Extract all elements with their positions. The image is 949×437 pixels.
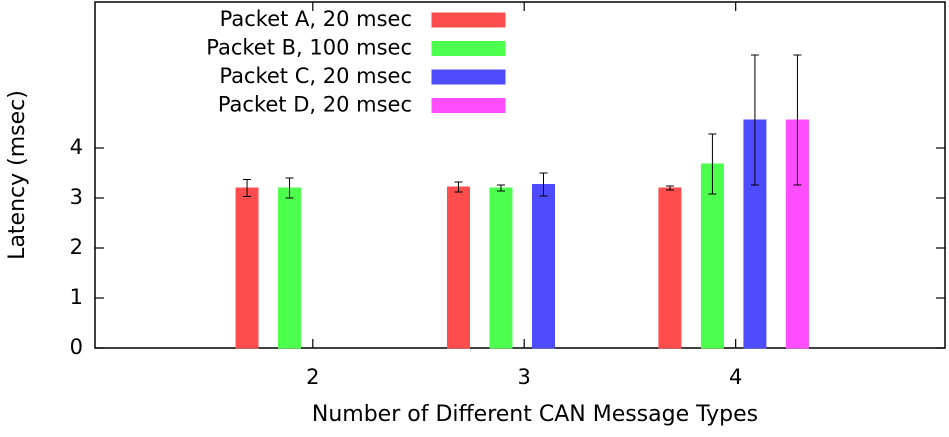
legend-swatch <box>431 12 506 28</box>
legend-label: Packet C, 20 msec <box>219 64 412 88</box>
bar <box>531 184 555 349</box>
x-tick-label: 2 <box>306 365 319 389</box>
plot-frame <box>94 1 946 349</box>
legend-label: Packet A, 20 msec <box>220 7 412 31</box>
legend-swatch <box>431 41 506 56</box>
legend-label: Packet B, 100 msec <box>206 36 412 60</box>
bar <box>235 187 259 349</box>
bar <box>489 187 513 349</box>
error-bar <box>454 181 463 193</box>
y-tick-label: 3 <box>70 185 83 209</box>
legend-swatch <box>431 69 506 85</box>
bar <box>446 186 470 349</box>
y-tick-label: 2 <box>70 235 83 259</box>
bar <box>278 187 302 349</box>
y-axis-label: Latency (msec) <box>5 90 30 260</box>
legend-swatch <box>431 98 506 113</box>
x-tick-label: 3 <box>518 365 531 389</box>
error-bar <box>665 185 674 191</box>
error-bar <box>243 179 252 197</box>
y-tick-label: 0 <box>70 335 83 359</box>
error-bar <box>496 184 505 192</box>
legend-label: Packet D, 20 msec <box>218 93 412 117</box>
error-bar <box>708 133 717 195</box>
error-bar <box>793 54 802 186</box>
y-tick-label: 4 <box>70 135 83 159</box>
bar <box>658 187 682 349</box>
error-bar <box>750 54 759 186</box>
x-axis-label: Number of Different CAN Message Types <box>312 402 758 427</box>
x-tick-label: 4 <box>729 365 742 389</box>
y-tick-label: 1 <box>70 285 83 309</box>
error-bar <box>539 172 548 197</box>
error-bar <box>285 177 294 199</box>
